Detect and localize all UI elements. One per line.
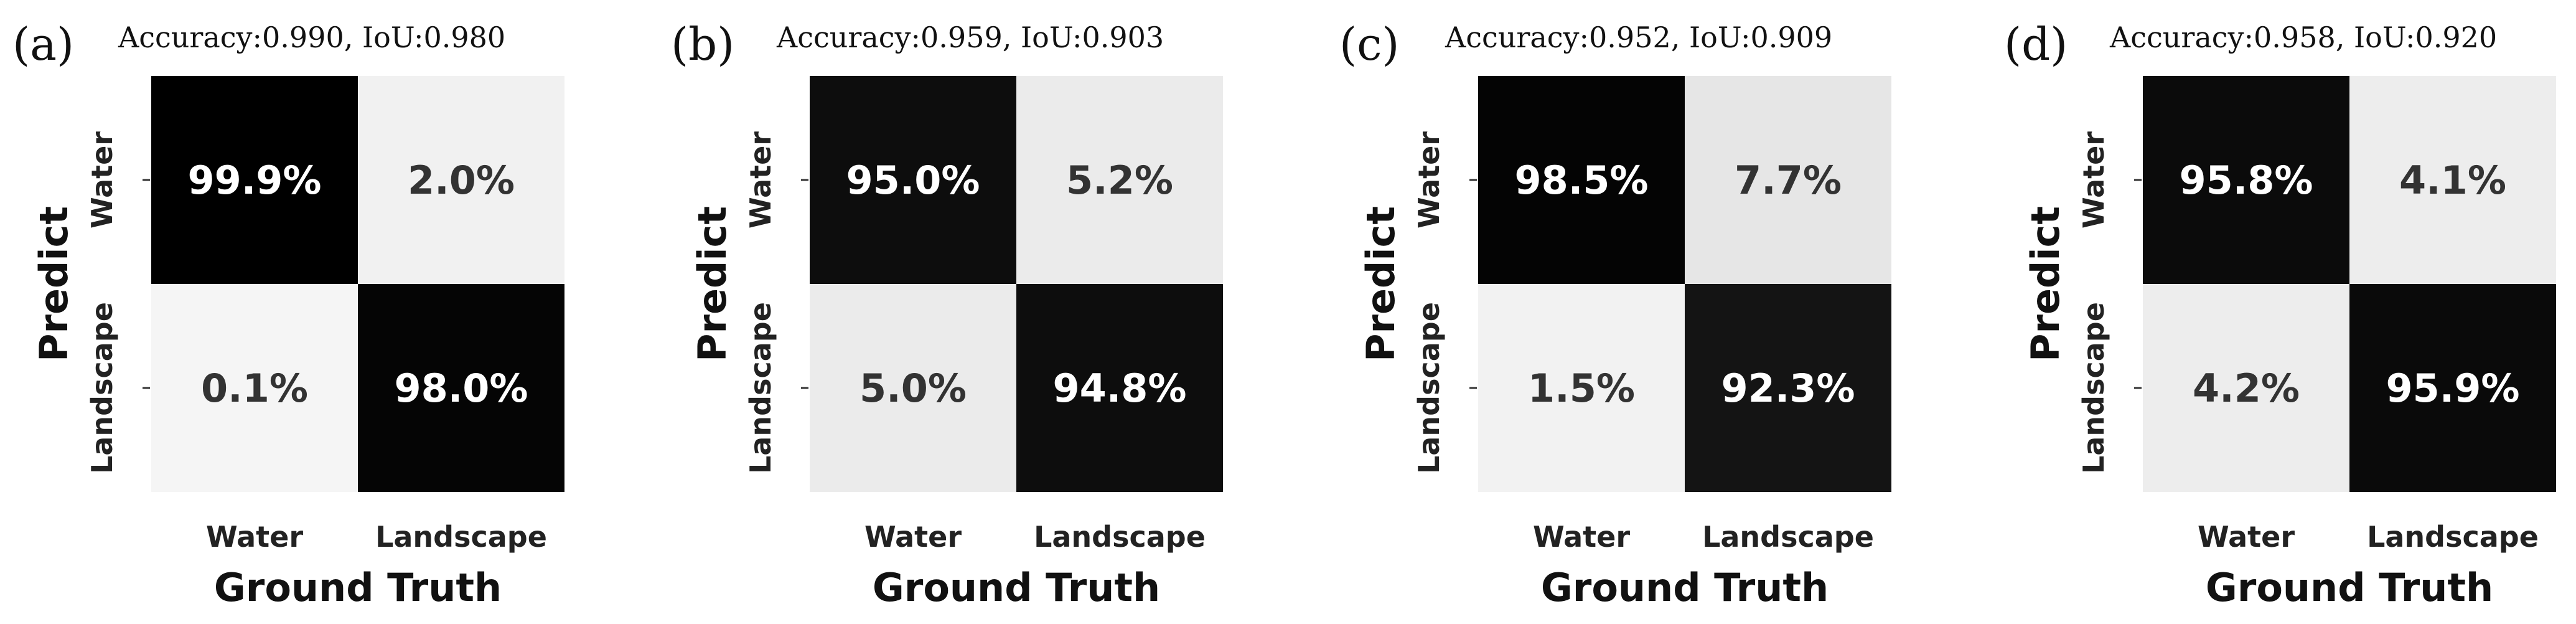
x-tick-label: Landscape — [1702, 520, 1874, 554]
panel-label: (a) — [12, 18, 74, 70]
cell-value-label: 2.0% — [408, 158, 515, 203]
chart-title: Accuracy:0.990, IoU:0.980 — [118, 21, 505, 54]
x-tick-label: Landscape — [1034, 520, 1206, 554]
cell-value-label: 0.1% — [201, 366, 308, 411]
heatmap-cell — [1478, 76, 1685, 284]
y-axis-label: Predict — [31, 206, 77, 362]
x-axis-label: Ground Truth — [873, 565, 1160, 610]
heatmap-cell — [1685, 284, 1891, 492]
x-tick-label: Landscape — [2367, 520, 2539, 554]
heatmap-cell — [2143, 284, 2349, 492]
heatmap-cell — [810, 76, 1016, 284]
y-tick-label: Water — [85, 131, 119, 229]
cell-value-label: 5.2% — [1066, 158, 1173, 203]
cell-value-label: 1.5% — [1528, 366, 1635, 411]
cell-value-label: 95.9% — [2386, 366, 2519, 411]
x-tick-label: Water — [864, 520, 962, 554]
y-axis-label: Predict — [690, 206, 735, 362]
heatmap-cell — [151, 284, 358, 492]
x-tick-label: Water — [2198, 520, 2295, 554]
chart-title: Accuracy:0.952, IoU:0.909 — [1445, 21, 1832, 54]
heatmap-cell — [1016, 284, 1223, 492]
panel-label: (c) — [1339, 18, 1400, 70]
panel-label: (d) — [2004, 18, 2068, 70]
x-tick-label: Water — [1533, 520, 1630, 554]
confusion-matrix-panel-1: (b) Accuracy:0.959, IoU:0.903 95.0% 5.2% 5.0… — [671, 18, 1223, 610]
confusion-matrix-panel-2: (c) Accuracy:0.952, IoU:0.909 98.5% 7.7% 1.5… — [1339, 18, 1891, 610]
cell-value-label: 4.1% — [2399, 158, 2506, 203]
heatmap-cell — [1685, 76, 1891, 284]
x-axis-label: Ground Truth — [2206, 565, 2493, 610]
heatmap-cell — [1478, 284, 1685, 492]
y-tick-label: Landscape — [1412, 302, 1446, 474]
cell-value-label: 92.3% — [1721, 366, 1855, 411]
y-tick-label: Water — [744, 131, 777, 229]
y-axis-label: Predict — [1358, 206, 1403, 362]
cell-value-label: 95.0% — [846, 158, 980, 203]
heatmap-cell — [358, 284, 564, 492]
y-tick-label: Landscape — [85, 302, 119, 474]
heatmap-cell — [810, 284, 1016, 492]
cell-value-label: 7.7% — [1735, 158, 1842, 203]
chart-title: Accuracy:0.958, IoU:0.920 — [2109, 21, 2497, 54]
heatmap-cell — [2349, 76, 2556, 284]
y-tick-label: Landscape — [744, 302, 777, 474]
heatmap-cell — [151, 76, 358, 284]
cell-value-label: 98.5% — [1514, 158, 1648, 203]
heatmap-cell — [1016, 76, 1223, 284]
cell-value-label: 95.8% — [2179, 158, 2313, 203]
heatmap-cell — [358, 76, 564, 284]
x-tick-label: Water — [206, 520, 303, 554]
cell-value-label: 98.0% — [394, 366, 528, 411]
y-tick-label: Landscape — [2077, 302, 2110, 474]
heatmap-cell — [2143, 76, 2349, 284]
cell-value-label: 4.2% — [2193, 366, 2300, 411]
chart-title: Accuracy:0.959, IoU:0.903 — [776, 21, 1164, 54]
y-axis-label: Predict — [2023, 206, 2068, 362]
x-axis-label: Ground Truth — [214, 565, 502, 610]
confusion-matrix-panel-3: (d) Accuracy:0.958, IoU:0.920 95.8% 4.1% 4.2… — [2004, 18, 2556, 610]
cell-value-label: 94.8% — [1052, 366, 1186, 411]
confusion-matrix-panel-0: (a) Accuracy:0.990, IoU:0.980 99.9% 2.0% 0.1… — [12, 18, 564, 610]
x-axis-label: Ground Truth — [1541, 565, 1829, 610]
cell-value-label: 5.0% — [859, 366, 967, 411]
y-tick-label: Water — [2077, 131, 2110, 229]
heatmap-cell — [2349, 284, 2556, 492]
panel-label: (b) — [671, 18, 734, 70]
x-tick-label: Landscape — [375, 520, 547, 554]
y-tick-label: Water — [1412, 131, 1446, 229]
cell-value-label: 99.9% — [187, 158, 321, 203]
